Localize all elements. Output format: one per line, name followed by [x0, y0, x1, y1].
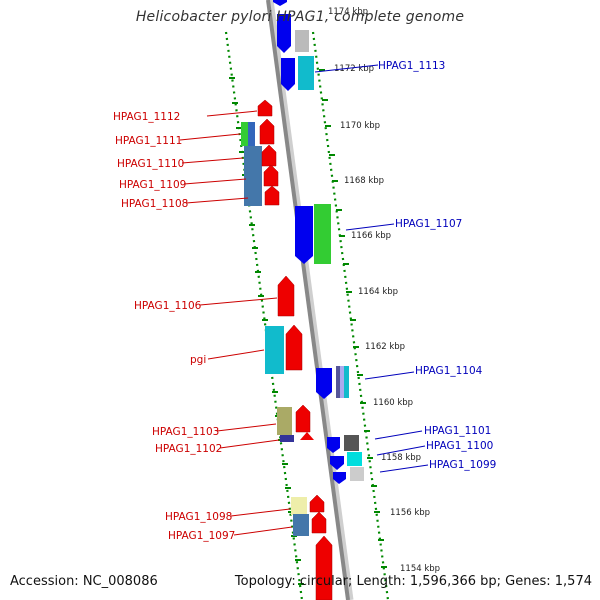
gene-block-hpag1-1102[interactable]: [300, 432, 314, 440]
gene-block-hpag1-1099[interactable]: [333, 472, 346, 484]
gene-label-hpag1-1109[interactable]: HPAG1_1109: [119, 179, 186, 191]
forward-gene-labels: HPAG1_1112 HPAG1_1111 HPAG1_1110 HPAG1_1…: [113, 111, 235, 542]
gene-block-blue-top-2[interactable]: [277, 14, 291, 53]
genome-backbone: [266, 0, 350, 600]
gene-block-steelblue-1097[interactable]: [293, 514, 309, 536]
gene-block-hpag1-1103[interactable]: [295, 404, 311, 433]
gene-block-hpag1-1110[interactable]: [261, 144, 277, 167]
kbp-tick-labels: 1174 kbp 1172 kbp 1170 kbp 1168 kbp 1166…: [328, 7, 440, 574]
reverse-leader-lines: [314, 64, 429, 473]
gene-block-steelblue-1108[interactable]: [244, 146, 262, 206]
kbp-label-1154: 1154 kbp: [400, 564, 440, 574]
gene-block-grey-top[interactable]: [295, 30, 309, 52]
kbp-label-1164: 1164 kbp: [358, 287, 398, 297]
gene-block-cyan-pgi[interactable]: [265, 326, 284, 374]
kbp-label-1172: 1172 kbp: [334, 64, 374, 74]
gene-block-green-1107[interactable]: [314, 204, 331, 264]
gene-label-hpag1-1099[interactable]: HPAG1_1099: [429, 459, 496, 471]
outer-right-strand-guide: [311, 31, 390, 600]
accession-text: Accession: NC_008086: [10, 574, 158, 589]
gene-label-hpag1-1098[interactable]: HPAG1_1098: [165, 511, 232, 523]
gene-block-hpag1-1104[interactable]: [316, 368, 332, 399]
kbp-label-1160: 1160 kbp: [373, 398, 413, 408]
kbp-label-1158: 1158 kbp: [381, 453, 421, 463]
gene-label-hpag1-1108[interactable]: HPAG1_1108: [121, 198, 188, 210]
gene-label-hpag1-1097[interactable]: HPAG1_1097: [168, 530, 235, 542]
gene-block-pgi[interactable]: [285, 324, 303, 371]
gene-block-hpag1-1112[interactable]: [257, 99, 273, 117]
gene-label-hpag1-1103[interactable]: HPAG1_1103: [152, 426, 219, 438]
gene-block-hpag1-1107[interactable]: [295, 206, 313, 264]
gene-block-hpag1-1106[interactable]: [277, 275, 295, 317]
gene-label-hpag1-1107[interactable]: HPAG1_1107: [395, 218, 462, 230]
gene-block-stripe-1104b[interactable]: [340, 366, 344, 398]
kbp-label-1174: 1174 kbp: [328, 7, 368, 17]
gene-label-hpag1-1102[interactable]: HPAG1_1102: [155, 443, 222, 455]
forward-leader-lines: [179, 110, 293, 536]
gene-block-cyan-1100[interactable]: [347, 452, 362, 466]
gene-block-hpag1-1108[interactable]: [264, 185, 280, 206]
gene-block-hpag1-1113[interactable]: [281, 58, 295, 91]
gene-block-olive-1103[interactable]: [277, 407, 292, 435]
gene-label-hpag1-1111[interactable]: HPAG1_1111: [115, 135, 182, 147]
gene-label-hpag1-1104[interactable]: HPAG1_1104: [415, 365, 483, 377]
gene-block-hpag1-1109[interactable]: [263, 164, 279, 187]
gene-block-blue-top[interactable]: [273, 0, 287, 6]
kbp-label-1166: 1166 kbp: [351, 231, 391, 241]
gene-block-cyan-1113[interactable]: [298, 56, 314, 90]
gene-block-hpag1-1101[interactable]: [327, 437, 340, 453]
gene-block-hpag1-1111[interactable]: [259, 118, 275, 145]
gene-block-hpag1-1097[interactable]: [311, 511, 327, 534]
kbp-label-1156: 1156 kbp: [390, 508, 430, 518]
gene-label-pgi[interactable]: pgi: [190, 354, 206, 366]
tick-marks-right: [319, 69, 387, 568]
forward-gene-blocks: [241, 99, 333, 600]
gene-label-hpag1-1106[interactable]: HPAG1_1106: [134, 300, 202, 312]
gene-block-ltgrey-1099[interactable]: [350, 467, 364, 481]
gene-label-hpag1-1100[interactable]: HPAG1_1100: [426, 440, 493, 452]
gene-block-hpag1-1100[interactable]: [330, 456, 344, 470]
gene-label-hpag1-1101[interactable]: HPAG1_1101: [424, 425, 491, 437]
kbp-label-1168: 1168 kbp: [344, 176, 384, 186]
gene-block-hpag1-1098[interactable]: [309, 494, 325, 513]
gene-block-red-bottom[interactable]: [315, 535, 333, 600]
gene-block-green-1111a[interactable]: [241, 122, 248, 146]
gene-block-stripe-1104a[interactable]: [336, 366, 340, 398]
gene-label-hpag1-1113[interactable]: HPAG1_1113: [378, 60, 445, 72]
gene-label-hpag1-1110[interactable]: HPAG1_1110: [117, 158, 184, 170]
gene-block-blue-1111b[interactable]: [248, 122, 255, 146]
gene-block-dkgrey-1101[interactable]: [344, 435, 359, 451]
gene-block-stripe-1104c[interactable]: [344, 366, 349, 398]
reverse-gene-labels: HPAG1_1113 HPAG1_1107 HPAG1_1104 HPAG1_1…: [378, 60, 496, 471]
kbp-label-1162: 1162 kbp: [365, 342, 405, 352]
topology-text: Topology: circular; Length: 1,596,366 bp…: [234, 574, 592, 589]
gene-label-hpag1-1112[interactable]: HPAG1_1112: [113, 111, 180, 123]
gene-block-navy-1102[interactable]: [280, 435, 294, 442]
kbp-label-1170: 1170 kbp: [340, 121, 380, 131]
map-title: Helicobacter pylori HPAG1, complete geno…: [135, 9, 465, 25]
gene-block-beige-1098[interactable]: [291, 497, 307, 515]
reverse-gene-blocks: [273, 0, 364, 484]
